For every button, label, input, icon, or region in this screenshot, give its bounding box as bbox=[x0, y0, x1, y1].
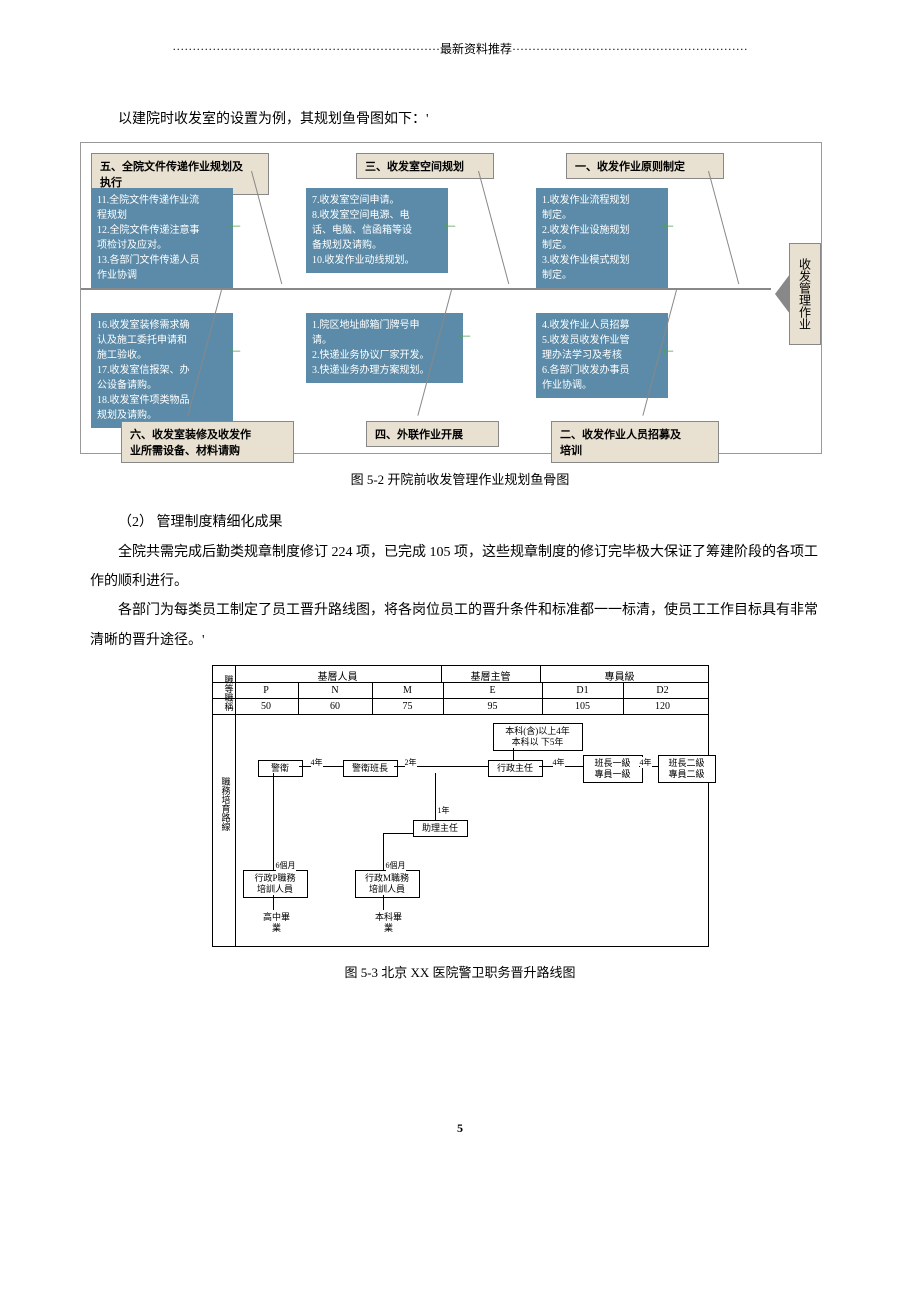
node-req: 本科(含)以上4年 本科以 下5年 bbox=[493, 723, 583, 751]
arrow-icon: ← bbox=[226, 213, 244, 234]
paragraph-2: 各部门为每类员工制定了员工晋升路线图，将各岗位员工的晋升条件和标准都一一标清，使… bbox=[90, 596, 830, 655]
arrow-icon: ← bbox=[456, 323, 474, 344]
title-box-6: 六、收发室装修及收发作 业所需设备、材料请购 bbox=[121, 421, 294, 463]
connector bbox=[383, 895, 384, 910]
paragraph-1: 全院共需完成后勤类规章制度修订 224 项，已完成 105 项，这些规章制度的修… bbox=[90, 538, 830, 597]
node-gaozhong: 高中畢 業 bbox=[253, 910, 301, 936]
edge-label: 4年 bbox=[311, 757, 323, 768]
fishbone-diagram: 收发管理作业 五、全院文件传递作业规划及 执行 三、收发室空间规划 一、收发作业… bbox=[80, 142, 822, 454]
node-xingzhengM: 行政M職務 培訓人員 bbox=[355, 870, 420, 898]
edge-label: 1年 bbox=[438, 805, 450, 816]
detail-box-5: 11.全院文件传递作业流 程规划 12.全院文件传递注意事 项检讨及应对。 13… bbox=[91, 188, 233, 288]
node-jingwei-banzhang: 警衛班長 bbox=[343, 760, 398, 777]
node-zhuli-zhuren: 助理主任 bbox=[413, 820, 468, 837]
title-box-3: 三、收发室空间规划 bbox=[356, 153, 494, 179]
arrow-icon: ← bbox=[441, 213, 459, 234]
career-val: 75 bbox=[373, 699, 444, 714]
career-val: 95 bbox=[444, 699, 543, 714]
career-val: 50 bbox=[235, 699, 299, 714]
career-val: 105 bbox=[543, 699, 624, 714]
detail-box-2: 4.收发作业人员招募 5.收发员收发作业管 理办法学习及考核 6.各部门收发办事… bbox=[536, 313, 668, 398]
career-col: D2 bbox=[624, 683, 702, 698]
page-header: ········································… bbox=[90, 40, 830, 57]
detail-box-3: 7.收发室空间申请。 8.收发室空间电源、电 话、电脑、信函箱等设 备规划及请购… bbox=[306, 188, 448, 273]
connector bbox=[383, 833, 413, 834]
arrow-icon: ← bbox=[226, 338, 244, 359]
title-box-2: 二、收发作业人员招募及 培训 bbox=[551, 421, 719, 463]
arrow-icon: ← bbox=[659, 338, 677, 359]
detail-box-6: 16.收发室装修需求确 认及施工委托申请和 施工验收。 17.收发室信报架、办 … bbox=[91, 313, 233, 428]
career-col: E bbox=[444, 683, 543, 698]
connector bbox=[435, 773, 436, 820]
bone-line bbox=[708, 171, 739, 284]
career-val: 120 bbox=[624, 699, 702, 714]
page-number: 5 bbox=[90, 1121, 830, 1136]
career-col: D1 bbox=[543, 683, 624, 698]
node-xingzhengP: 行政P職務 培訓人員 bbox=[243, 870, 308, 898]
node-banzhang1: 班長一級 專員一級 bbox=[583, 755, 643, 783]
career-header-group: 基層人員 bbox=[235, 666, 442, 682]
career-val: 60 bbox=[299, 699, 373, 714]
connector bbox=[273, 773, 274, 870]
career-left-label-1: 職等職稱 bbox=[213, 666, 236, 719]
edge-label: 6個月 bbox=[276, 860, 296, 871]
career-path-diagram: 職等職稱 基層人員 基層主管 專員級 P N M E D1 D2 50 60 7… bbox=[212, 665, 709, 947]
figure-caption-2: 图 5-3 北京 XX 医院警卫职务晋升路线图 bbox=[90, 962, 830, 981]
edge-label: 4年 bbox=[640, 757, 652, 768]
edge-label: 6個月 bbox=[386, 860, 406, 871]
career-col: P bbox=[235, 683, 299, 698]
title-box-1: 一、收发作业原则制定 bbox=[566, 153, 724, 179]
career-col: M bbox=[373, 683, 444, 698]
intro-paragraph: 以建院时收发室的设置为例，其规划鱼骨图如下：' bbox=[90, 107, 830, 132]
arrow-icon: ← bbox=[659, 213, 677, 234]
connector bbox=[273, 895, 274, 910]
title-box-4: 四、外联作业开展 bbox=[366, 421, 499, 447]
edge-label: 4年 bbox=[553, 757, 565, 768]
detail-box-4: 1.院区地址邮箱门牌号申 请。 2.快递业务协议厂家开发。 3.快递业务办理方案… bbox=[306, 313, 463, 383]
career-body: 本科(含)以上4年 本科以 下5年 警衛 警衛班長 行政主任 班長一級 專員一級… bbox=[213, 715, 708, 945]
fishbone-head: 收发管理作业 bbox=[789, 243, 821, 345]
figure-caption-1: 图 5-2 开院前收发管理作业规划鱼骨图 bbox=[90, 469, 830, 488]
connector bbox=[513, 748, 514, 760]
detail-box-1: 1.收发作业流程规划 制定。 2.收发作业设施规划 制定。 3.收发作业模式规划… bbox=[536, 188, 668, 288]
career-col: N bbox=[299, 683, 373, 698]
body-divider bbox=[235, 715, 236, 947]
career-header-group: 專員級 bbox=[541, 666, 699, 682]
edge-label: 2年 bbox=[405, 757, 417, 768]
career-header-group: 基層主管 bbox=[442, 666, 541, 682]
section-2-title: （2） 管理制度精细化成果 bbox=[90, 508, 830, 537]
fishbone-spine bbox=[81, 288, 771, 290]
bone-line bbox=[478, 171, 509, 284]
connector bbox=[383, 833, 384, 870]
node-xingzheng-zhuren: 行政主任 bbox=[488, 760, 543, 777]
node-jingwei: 警衛 bbox=[258, 760, 303, 777]
node-banzhang2: 班長二級 專員二級 bbox=[658, 755, 716, 783]
node-benke: 本科畢 業 bbox=[365, 910, 413, 936]
